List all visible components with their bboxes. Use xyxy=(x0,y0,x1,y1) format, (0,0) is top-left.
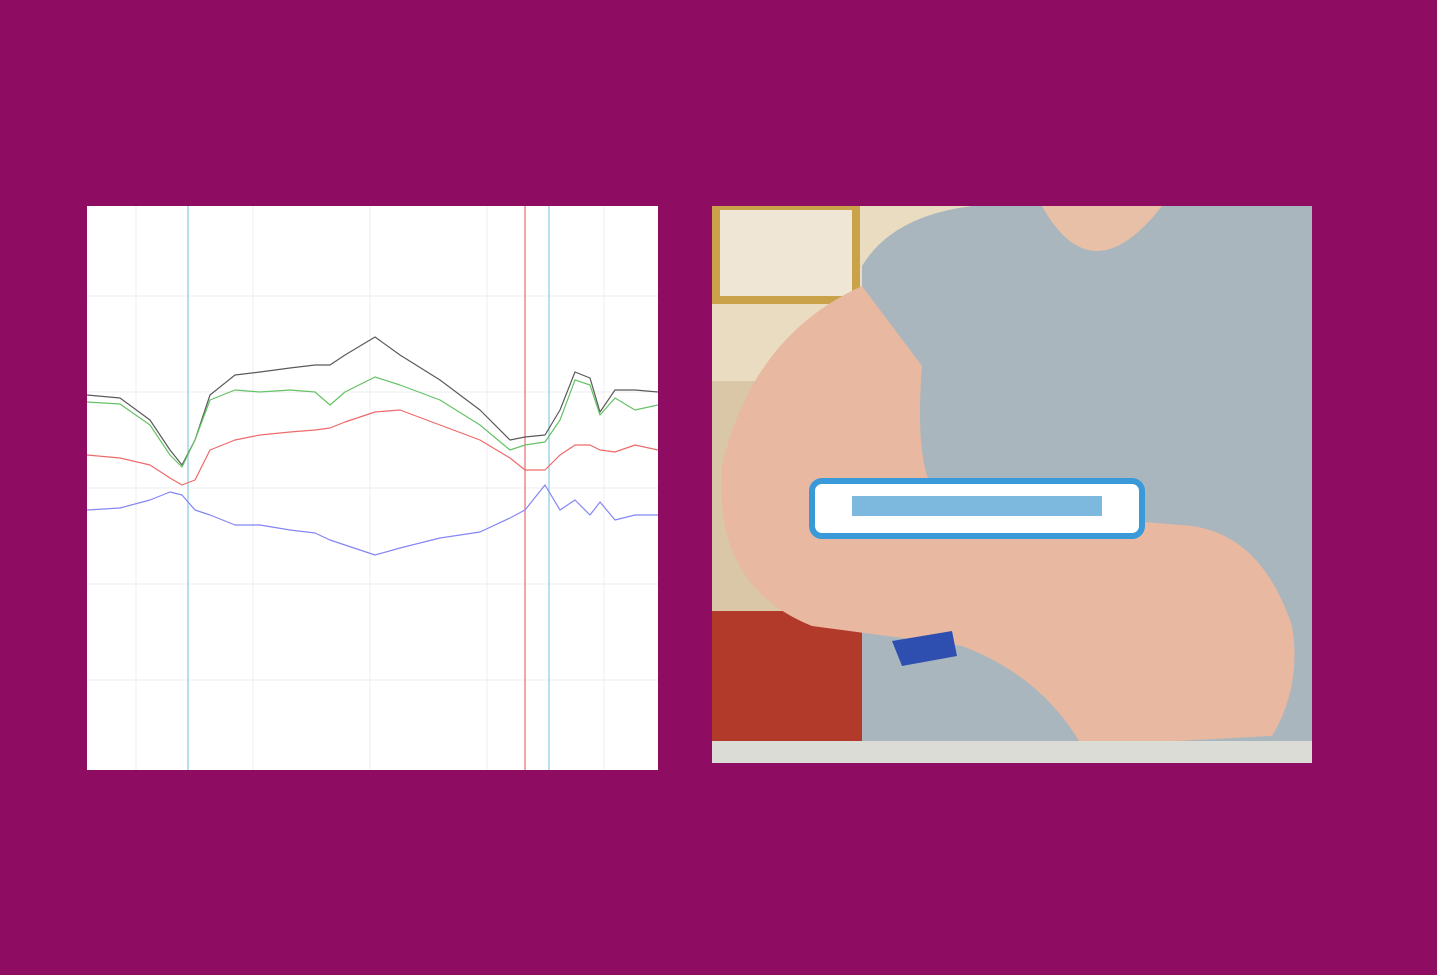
photo xyxy=(712,206,1312,763)
series-line xyxy=(87,376,658,468)
neck xyxy=(1042,206,1162,251)
table xyxy=(712,741,1312,763)
picture xyxy=(720,210,852,296)
phone-screen xyxy=(852,496,1102,516)
series-line xyxy=(87,484,658,556)
pen xyxy=(892,631,957,666)
series-line xyxy=(87,409,658,486)
chart xyxy=(87,206,658,770)
